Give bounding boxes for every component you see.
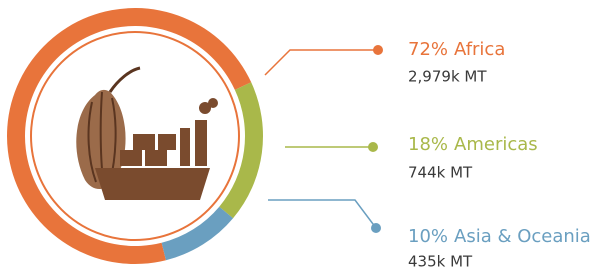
volume-label: 435k MT	[408, 253, 473, 271]
labels: 72% Africa 2,979k MT 18% Americas 744k MT 10% A…	[265, 39, 591, 271]
volume-label: 2,979k MT	[408, 68, 487, 86]
value-label: 72%	[408, 39, 448, 60]
chart: 72% Africa 2,979k MT 18% Americas 744k MT 10% A…	[0, 0, 603, 273]
category-label: 10% Asia & Oceania	[408, 226, 591, 247]
value-label: 10%	[408, 226, 448, 247]
leader-dot	[371, 223, 381, 233]
leader-line	[268, 200, 376, 228]
category-name: Americas	[454, 134, 538, 155]
category-label: 18% Americas	[408, 134, 538, 155]
leader-dot	[373, 45, 383, 55]
category-name: Africa	[454, 39, 505, 60]
leader-line	[265, 50, 378, 75]
leader-dot	[368, 142, 378, 152]
category-label: 72% Africa	[408, 39, 505, 60]
value-label: 18%	[408, 134, 448, 155]
volume-label: 744k MT	[408, 164, 473, 182]
category-name: Asia & Oceania	[454, 226, 591, 247]
